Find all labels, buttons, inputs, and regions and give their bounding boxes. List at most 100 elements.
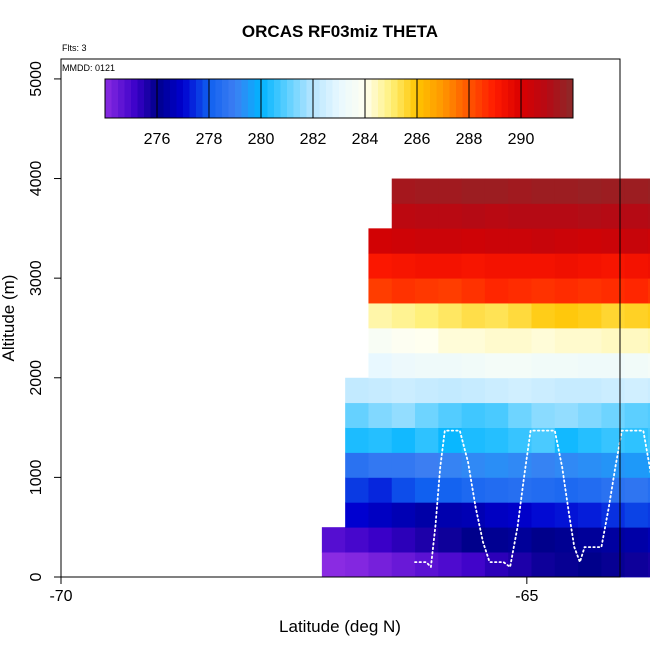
heatmap-cell (484, 253, 509, 279)
colorbar-segment (417, 79, 424, 118)
heatmap-cell (601, 552, 626, 578)
heatmap-cell (415, 552, 439, 578)
heatmap-cell (368, 452, 393, 478)
heatmap-cell (345, 552, 369, 578)
colorbar-segment (495, 79, 502, 118)
heatmap-cell (484, 327, 509, 354)
colorbar-segment (462, 79, 470, 118)
heatmap-cell (415, 477, 439, 503)
heatmap-cell (484, 352, 509, 379)
heatmap-cell (438, 502, 463, 528)
heatmap-cell (578, 352, 602, 379)
colorbar-segment (163, 79, 171, 118)
heatmap-cell (415, 502, 439, 528)
heatmap-cell (391, 178, 416, 204)
heatmap-cell (531, 303, 556, 329)
heatmap-cell (647, 452, 650, 478)
heatmap-cell (484, 402, 509, 428)
colorbar-segment (157, 79, 164, 118)
heatmap-cell (484, 427, 509, 453)
heatmap-cell (368, 502, 393, 528)
colorbar-segment (547, 79, 554, 118)
colorbar-segment (521, 79, 528, 118)
x-tick-label: -70 (49, 588, 72, 605)
heatmap-cell (345, 477, 369, 503)
y-axis-label: Altitude (m) (0, 275, 18, 362)
heatmap-cell (461, 253, 486, 279)
colorbar-segment (404, 79, 411, 118)
heatmap-cell (531, 352, 556, 379)
colorbar-segment (222, 79, 229, 118)
heatmap-cell (461, 527, 486, 553)
heatmap-cell (345, 427, 369, 453)
heatmap-cell (601, 402, 626, 428)
colorbar-segment (430, 79, 437, 118)
y-tick-label: 4000 (28, 161, 45, 197)
heatmap-cell (647, 178, 650, 204)
heatmap-cell (368, 303, 393, 329)
heatmap-cell (554, 552, 579, 578)
plot-frame (60, 58, 621, 578)
heatmap-cell (391, 402, 416, 428)
colorbar-segment (131, 79, 138, 118)
colorbar-ticks: 276 278 280 282 284 286 288 290 (144, 79, 534, 148)
heatmap-cell (578, 178, 602, 204)
heatmap-cell (415, 203, 439, 229)
heatmap-cell (415, 527, 439, 553)
heatmap-cell (578, 427, 602, 453)
heatmap-cell (624, 552, 649, 578)
heatmap-cell (578, 203, 602, 229)
heatmap-cell (601, 527, 626, 553)
heatmap-cell (415, 303, 439, 329)
heatmap-cell (601, 377, 626, 404)
heatmap-cell (601, 228, 626, 254)
colorbar-segment (300, 79, 307, 118)
heatmap-cell (578, 402, 602, 428)
heatmap-cell (578, 278, 602, 304)
heatmap-cell (647, 402, 650, 428)
heatmap-cell (647, 477, 650, 503)
heatmap-cell (438, 253, 463, 279)
heatmap-cell (601, 327, 626, 354)
heatmap-cell (368, 327, 393, 354)
heatmap-cell (647, 552, 650, 578)
heatmap-cell (461, 352, 486, 379)
heatmap-cell (531, 452, 556, 478)
heatmap-cell (554, 178, 579, 204)
heatmap-cell (368, 278, 393, 304)
heatmap-cell (461, 502, 486, 528)
heatmap-cell (508, 552, 532, 578)
colorbar-segment (365, 79, 372, 118)
colorbar-segment (397, 79, 405, 118)
y-tick-label: 0 (28, 572, 45, 581)
heatmap-cell (438, 377, 463, 404)
heatmap-cell (578, 552, 602, 578)
colorbar-segment (313, 79, 320, 118)
heatmap-cell (531, 427, 556, 453)
colorbar-segment (280, 79, 288, 118)
colorbar-segment (319, 79, 327, 118)
heatmap-cell (368, 552, 393, 578)
heatmap-cell (554, 427, 579, 453)
heatmap-cell (438, 477, 463, 503)
heatmap-cell (438, 178, 463, 204)
heatmap-cell (438, 203, 463, 229)
heatmap-cell (415, 278, 439, 304)
heatmap-cell (647, 352, 650, 379)
heatmap-cell (368, 253, 393, 279)
heatmap-cell (647, 203, 650, 229)
heatmap-cell (531, 253, 556, 279)
heatmap-cell (554, 377, 579, 404)
colorbar-segment (241, 79, 249, 118)
heatmap-cell (578, 228, 602, 254)
colorbar-segment (150, 79, 158, 118)
heatmap-cell (624, 502, 649, 528)
heatmap-cell (624, 377, 649, 404)
colorbar-tick-label: 276 (144, 131, 171, 148)
heatmap-cell (484, 452, 509, 478)
heatmap-cell (508, 327, 532, 354)
colorbar-segment (488, 79, 496, 118)
colorbar-tick-label: 284 (352, 131, 379, 148)
colorbar-segment (144, 79, 151, 118)
heatmap-cell (647, 327, 650, 354)
